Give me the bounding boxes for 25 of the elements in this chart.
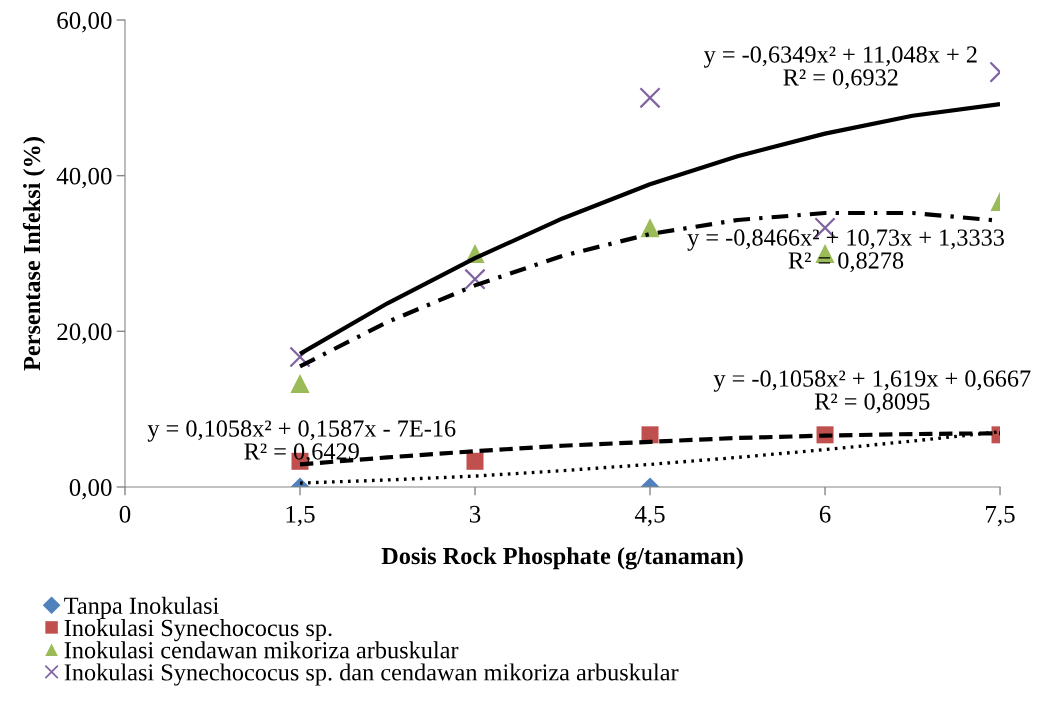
point	[639, 87, 661, 109]
y-tick-label: 60,00	[57, 12, 112, 33]
point	[640, 218, 660, 238]
y-tick-label: 0,00	[69, 479, 112, 500]
x-tick-label: 6	[819, 505, 831, 523]
x-tick-label: 1,5	[286, 505, 315, 527]
x-tick-label: 3	[469, 505, 481, 523]
legend-label: Inokulasi cendawan mikoriza arbuskular	[64, 641, 459, 659]
x-tick-label: 4,5	[634, 505, 665, 527]
legend-label: Tanpa Inokulasi	[64, 596, 219, 619]
annotation: y = -0,1058x² + 1,619x + 0,6667 R² = 0,8095	[713, 370, 1031, 414]
y-axis-title: Persentase Infeksi (%)	[22, 137, 46, 371]
annotation: y = -0,8466x² + 10,73x + 1,3333 R² = 0,8278	[687, 229, 1004, 273]
annotation: y = -0,6349x² + 11,048x + 2 R² = 0,6932	[703, 46, 977, 90]
point	[290, 373, 310, 394]
x-tick-label: 7,5	[986, 506, 1015, 527]
annotation: y = 0,1058x² + 0,1587x - 7E-16 R² = 0,6429	[147, 420, 456, 464]
point	[466, 452, 484, 470]
legend-label: Inokulasi Synechococus sp.	[64, 619, 332, 642]
y-tick-label: 40,00	[56, 167, 112, 189]
y-tick-label: 20,00	[57, 323, 112, 344]
x-tick-label: 0	[119, 505, 131, 523]
point	[464, 268, 486, 290]
x-axis-title: Dosis Rock Phosphate (g/tanaman)	[381, 547, 743, 570]
legend-label: Inokulasi Synechococus sp. dan cendawan mikoriza arbuskular	[64, 663, 679, 686]
